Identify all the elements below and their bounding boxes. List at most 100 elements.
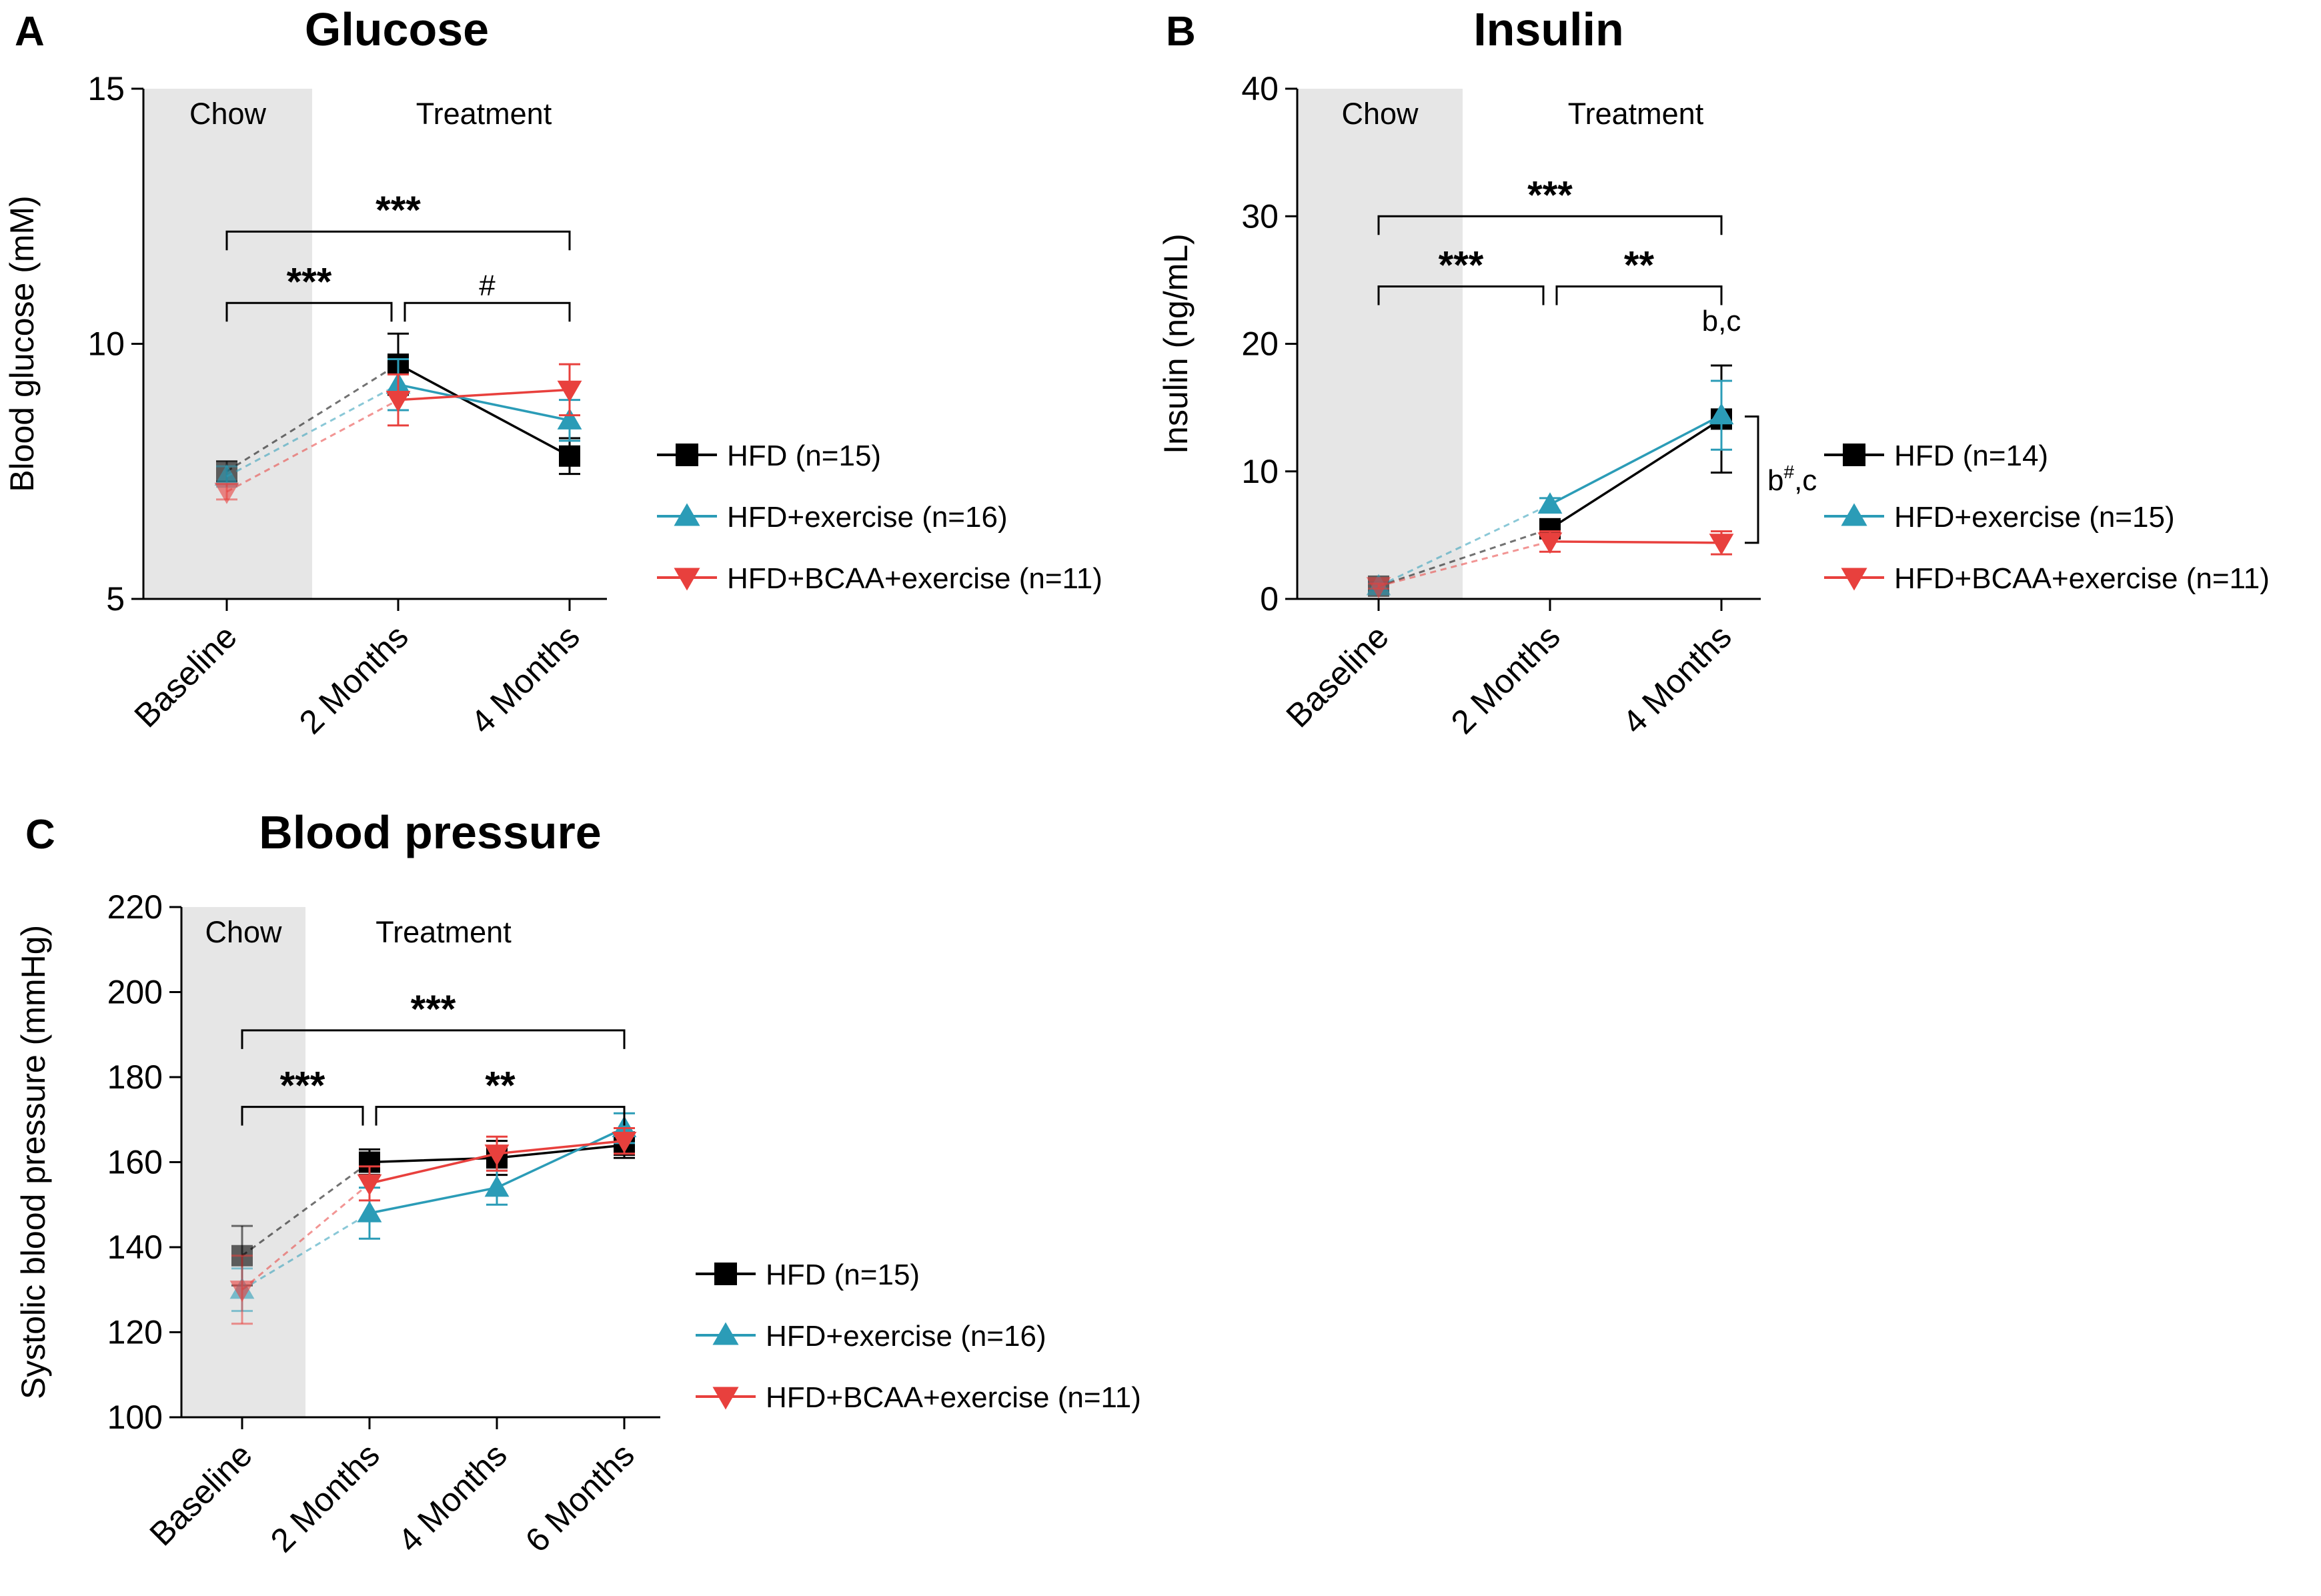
- data-point: [1537, 492, 1563, 514]
- chart-panel-a: A Glucose Chow Treatment 5 10 15 Blood glucose …: [3, 3, 1102, 741]
- data-point: [1537, 532, 1563, 554]
- significance-label: **: [485, 1064, 516, 1108]
- y-axis-title: Systolic blood pressure (mmHg): [15, 925, 52, 1399]
- series-line-dashed: [241, 1161, 370, 1257]
- chart-panel-b: B Insulin Chow Treatment 0 10 20 30 40 Insulin (n…: [1157, 3, 2270, 741]
- series-line-dashed: [226, 383, 399, 478]
- data-point: [357, 1174, 382, 1196]
- bracket-line: [375, 1106, 626, 1126]
- legend-marker: [712, 1387, 739, 1410]
- significance-bracket: ***: [225, 260, 393, 322]
- data-point: [557, 408, 582, 430]
- x-tick-label: 2 Months: [1444, 618, 1567, 741]
- series-line: [1549, 414, 1722, 506]
- y-tick-label: 40: [1241, 70, 1279, 107]
- chart-panel-c: C Blood pressure Chow Treatment 100 120 140 160…: [15, 806, 1141, 1559]
- data-point: [1366, 577, 1391, 599]
- data-point: [1709, 534, 1734, 556]
- data-point: [214, 482, 239, 504]
- series-2: [229, 1127, 637, 1325]
- data-point: [559, 445, 580, 467]
- legend-label: HFD+BCAA+exercise (n=11): [727, 562, 1102, 595]
- region-label-chow: Chow: [205, 915, 282, 949]
- data-point: [385, 391, 411, 413]
- x-tick-label: Baseline: [1279, 618, 1396, 734]
- legend-label: HFD+BCAA+exercise (n=11): [766, 1381, 1141, 1414]
- series-line-dashed: [1378, 528, 1551, 588]
- data-point: [229, 1281, 255, 1303]
- significance-bracket: ***: [225, 189, 571, 251]
- data-point: [1709, 403, 1734, 425]
- legend-marker: [1843, 444, 1865, 466]
- series-line-dashed: [226, 363, 399, 473]
- panel-letter: C: [25, 812, 55, 858]
- region-label-treatment: Treatment: [1568, 97, 1704, 131]
- legend-item: HFD (n=15): [696, 1259, 920, 1291]
- y-tick-label: 15: [87, 70, 125, 107]
- legend-label: HFD+exercise (n=16): [727, 501, 1008, 534]
- significance-label: #: [479, 269, 496, 301]
- legend-item: HFD+exercise (n=15): [1824, 501, 2175, 534]
- x-tick-label: Baseline: [127, 618, 244, 734]
- legend-item: HFD+BCAA+exercise (n=11): [657, 562, 1102, 595]
- region-label-chow: Chow: [1341, 97, 1419, 131]
- legend-marker: [1841, 503, 1867, 526]
- legend-item: HFD+BCAA+exercise (n=11): [1824, 562, 2270, 595]
- significance-bracket: ***: [1377, 243, 1545, 305]
- series-line-dashed: [1378, 540, 1551, 588]
- significance-label: ***: [375, 189, 421, 232]
- legend-marker: [1841, 568, 1867, 591]
- y-tick-label: 10: [87, 325, 125, 363]
- y-tick-label: 30: [1241, 197, 1279, 235]
- region-label-chow: Chow: [189, 97, 267, 131]
- x-tick-label: 2 Months: [292, 618, 416, 741]
- legend-item: HFD+exercise (n=16): [696, 1320, 1046, 1353]
- x-tick-label: 4 Months: [464, 618, 587, 741]
- bracket-line: [241, 1106, 364, 1126]
- series-2: [214, 363, 582, 504]
- legend-marker: [674, 568, 700, 591]
- annotation-label: b,c: [1702, 305, 1741, 337]
- legend-item: HFD (n=15): [657, 440, 881, 472]
- y-tick-label: 100: [107, 1399, 163, 1436]
- legend-marker: [714, 1263, 737, 1285]
- y-tick-label: 120: [107, 1314, 163, 1351]
- legend-item: HFD+BCAA+exercise (n=11): [696, 1381, 1141, 1414]
- legend-label: HFD+exercise (n=15): [1894, 501, 2175, 534]
- panel-letter: A: [15, 9, 45, 55]
- chow-region: [143, 89, 312, 599]
- x-tick-label: 6 Months: [518, 1436, 642, 1559]
- legend-marker: [712, 1322, 739, 1345]
- significance-label: ***: [1527, 173, 1573, 217]
- series-line: [1549, 540, 1722, 544]
- region-label-treatment: Treatment: [416, 97, 552, 131]
- significance-label: ***: [280, 1064, 325, 1108]
- annotation-label: b#,c: [1767, 462, 1817, 497]
- y-tick-label: 20: [1241, 325, 1279, 363]
- series-line: [1549, 418, 1722, 530]
- series-line: [398, 388, 570, 402]
- significance-bracket: ***: [241, 988, 626, 1049]
- y-tick-label: 10: [1241, 453, 1279, 490]
- series-line-dashed: [241, 1212, 370, 1291]
- y-tick-label: 5: [106, 580, 125, 618]
- y-tick-label: 140: [107, 1229, 163, 1266]
- x-tick-label: 4 Months: [391, 1436, 514, 1559]
- bracket-line: [225, 230, 571, 251]
- significance-bracket: ***: [241, 1064, 364, 1126]
- y-tick-label: 220: [107, 888, 163, 926]
- chart-title: Glucose: [305, 3, 489, 55]
- significance-label: **: [1624, 243, 1655, 287]
- series-line-dashed: [226, 399, 399, 493]
- legend-marker: [676, 444, 698, 466]
- significance-bracket: **: [1555, 243, 1723, 305]
- x-tick-label: Baseline: [143, 1436, 259, 1553]
- chow-region: [1297, 89, 1463, 599]
- chart-title: Blood pressure: [259, 806, 601, 858]
- legend-item: HFD (n=14): [1824, 440, 2048, 472]
- y-tick-label: 200: [107, 974, 163, 1011]
- significance-bracket: #: [404, 269, 571, 322]
- significance-bracket: **: [375, 1064, 626, 1126]
- series-2: [1366, 530, 1734, 599]
